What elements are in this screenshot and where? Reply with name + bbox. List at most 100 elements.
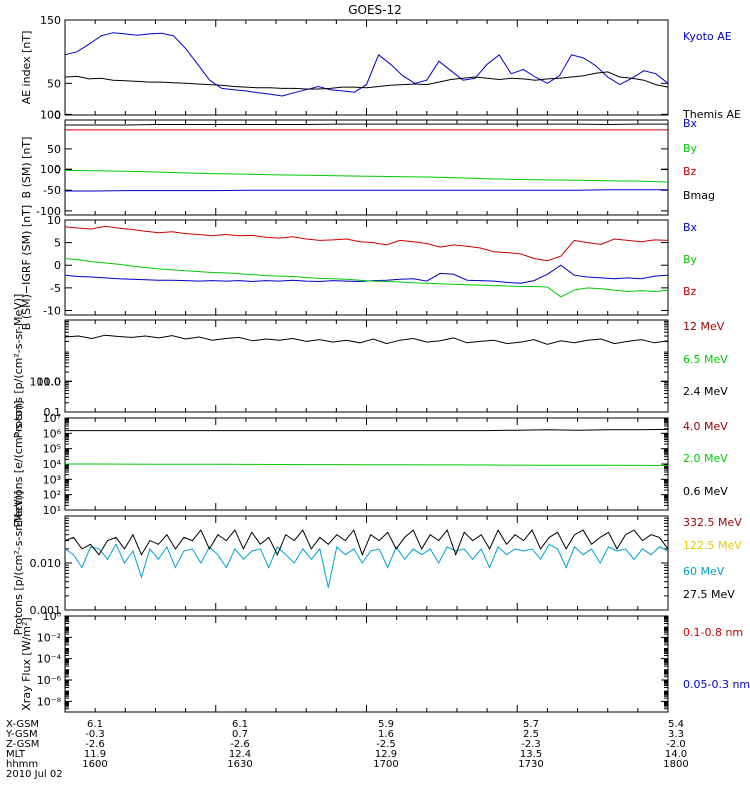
legend-label: 2.0 MeV [683,452,728,465]
footer-value: -0.3 [85,729,105,740]
y-axis-label: Electrons [e/(cm²-s-sr)] [12,400,25,527]
footer-value: -2.5 [376,739,396,750]
legend-label: 6.5 MeV [683,353,728,366]
legend-label: By [683,142,698,155]
legend-label: 332.5 MeV [683,516,742,529]
footer-value: 12.4 [229,749,251,760]
series-line-2 [65,463,669,466]
y-axis-label: AE index [nT] [20,31,33,105]
footer-date: 2010 Jul 02 [6,769,63,780]
legend-label: 27.5 MeV [683,588,735,601]
legend-label: Themis AE [682,108,741,121]
legend-label: Kyoto AE [683,30,732,43]
footer-value: -2.6 [85,739,105,750]
series-line-1 [64,32,669,97]
footer-value: 11.9 [84,749,106,760]
panel-7: 10⁻⁸ 10⁻⁶ 10⁻⁴ 10⁻² 10⁰ Xray Flux [W/m²] 0.1-0… [20,610,750,713]
y-tick-label: 10⁻⁸ [37,695,62,708]
legend-label: 12 MeV [683,320,725,333]
y-tick-label: -100 [36,205,61,218]
y-axis-label: Protons [p/(cm²-s-sr-MeV)] [12,294,25,439]
legend-label: Bz [683,285,697,298]
panel-frame [64,119,669,216]
footer-value: 14.0 [665,749,687,760]
footer-value: 1600 [82,759,107,770]
y-tick-label: 150 [40,14,61,27]
y-tick-label: 0.1 [44,406,62,419]
panel-frame [64,319,669,413]
y-tick-label: 0.001 [30,604,62,617]
y-tick-label: 10² [43,489,61,502]
y-tick-label: 10¹ [43,504,61,517]
y-tick-label: -50 [43,184,61,197]
y-tick-label: 5 [54,237,61,250]
legend-label: 2.4 MeV [683,385,728,398]
y-tick-label: 100 [40,108,61,121]
legend-label: 122.5 MeV [683,539,742,552]
y-tick-label: 0.010 [30,557,62,570]
plot-title: GOES-12 [348,3,402,17]
series-line-3 [64,543,669,588]
y-tick-label: 100.0 [30,375,62,388]
legend-label: 0.1-0.8 nm [683,626,743,639]
legend-label: 0.6 MeV [683,485,728,498]
y-tick-label: 10⁻⁴ [37,653,62,666]
y-tick-label: 10⁰ [43,610,62,623]
legend-label: By [683,253,698,266]
footer-value: 1730 [518,759,543,770]
legend-label: 60 MeV [683,565,725,578]
series-line-3 [64,225,669,262]
footer-value: -2.3 [521,739,541,750]
footer-value: 5.9 [378,719,394,730]
panel-frame [64,19,669,116]
y-tick-label: -5 [50,282,61,295]
y-tick-label: 100 [40,163,61,176]
footer-value: 6.1 [232,719,248,730]
footer-value: 12.9 [375,749,397,760]
y-tick-label: 10³ [43,473,61,486]
footer-value: 0.7 [232,729,248,740]
series-line-3 [65,428,669,432]
y-tick-label: 0 [54,164,61,177]
panel-frame [64,515,669,611]
footer-value: 13.5 [520,749,542,760]
y-tick-label: 10⁵ [43,443,61,456]
footer-row-label: MLT [6,749,26,760]
legend-label: 0.05-0.3 nm [683,678,750,691]
legend-label: Bx [683,221,698,234]
y-tick-label: 0 [54,109,61,122]
series-line-4 [65,123,668,126]
footer-value: 1.6 [378,729,394,740]
legend-label: Bz [683,165,697,178]
y-tick-label: -10 [43,304,61,317]
y-tick-label: 10⁻² [37,631,61,644]
legend-label: Bx [683,117,698,130]
y-tick-label: 10⁻⁶ [37,674,62,687]
y-tick-label: 50 [47,143,61,156]
y-tick-label: 0 [54,259,61,272]
footer-row-label: X-GSM [6,719,39,730]
footer-value: -2.6 [230,739,250,750]
y-axis-label: B (SM) [nT] [20,137,33,199]
footer-ephemeris: X-GSM 6.1 6.1 5.9 5.7 5.4 Y-GSM -0.3 0.7 1.6 2.5 3.… [5,719,689,780]
series-line-2 [64,169,669,183]
footer-row-label: hhmm [6,759,38,770]
panel-2: -100 -50 0 50 100 B (SM) [nT] Bx By Bz Bmag [20,117,715,218]
legend-label: 4.0 MeV [683,420,728,433]
y-tick-label: 10 [47,214,61,227]
footer-value: 5.4 [668,719,684,730]
footer-value: 2.5 [523,729,539,740]
y-axis-label: B (SM)−IGRF (SM) [nT] [20,205,33,330]
footer-value: 1630 [227,759,252,770]
footer-value: 1800 [663,759,688,770]
y-tick-label: 10.0 [37,375,62,388]
series-line-1 [65,189,668,192]
panel-5: 10¹ 10² 10³ 10⁴ 10⁵ 10⁶ 10⁷ Electrons [e/(cm²-s… [12,400,728,527]
y-tick-label: 10⁷ [43,412,61,425]
series-line-3 [64,334,669,345]
footer-value: 1700 [373,759,398,770]
y-tick-label: 1.0 [44,375,62,388]
